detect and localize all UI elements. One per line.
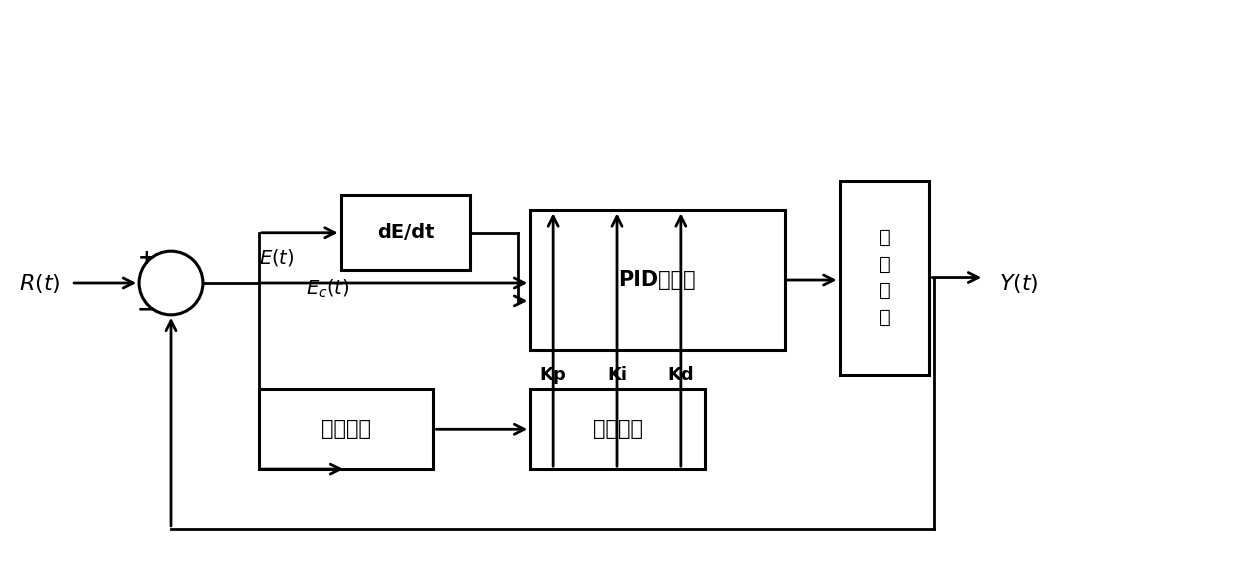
Text: dE/dt: dE/dt — [377, 223, 434, 242]
Text: Kd: Kd — [667, 365, 694, 384]
Text: Ki: Ki — [608, 365, 627, 384]
Text: $R(t)$: $R(t)$ — [19, 271, 60, 295]
Bar — [341, 195, 470, 270]
Bar — [531, 211, 785, 350]
Circle shape — [139, 251, 203, 315]
Text: PID控制器: PID控制器 — [619, 270, 696, 290]
Text: 控
制
系
统: 控 制 系 统 — [878, 228, 890, 327]
Text: 模糊推理: 模糊推理 — [321, 419, 371, 439]
Text: $Y(t)$: $Y(t)$ — [999, 271, 1039, 295]
Text: −: − — [136, 300, 155, 320]
Text: $E(t)$: $E(t)$ — [259, 247, 294, 268]
Bar — [531, 390, 704, 469]
Bar — [259, 390, 434, 469]
Text: $E_c(t)$: $E_c(t)$ — [306, 278, 350, 300]
Text: Kp: Kp — [539, 365, 567, 384]
Text: 参数修正: 参数修正 — [593, 419, 642, 439]
Text: +: + — [138, 248, 155, 268]
Bar — [839, 180, 929, 374]
